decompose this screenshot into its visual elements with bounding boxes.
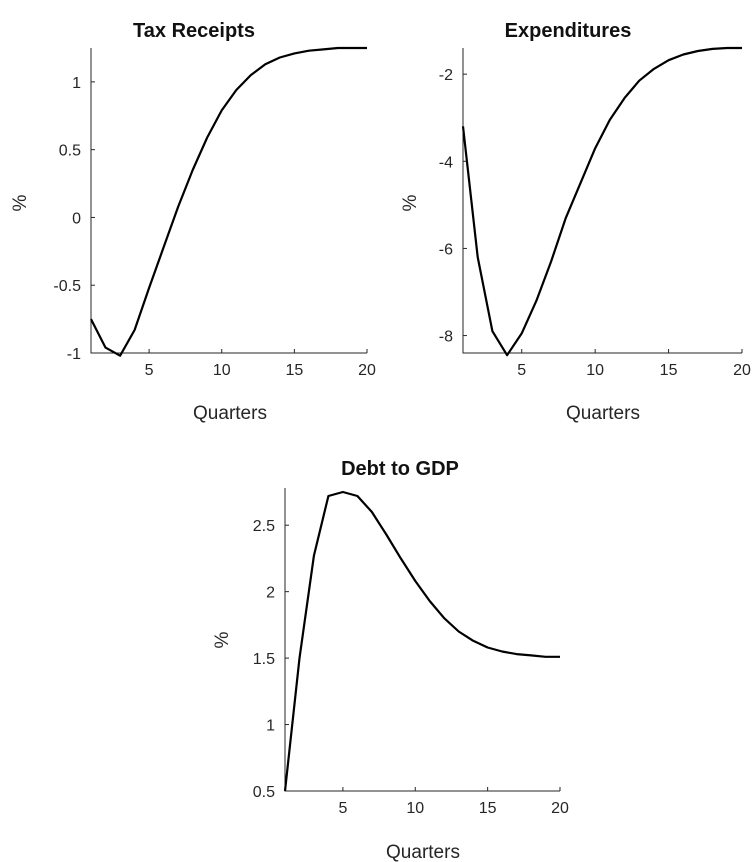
chart-tax-receipts: Tax Receipts Quarters % 5 10 15 20 -1 -0.5 0 0.… (10, 20, 376, 424)
x-tick-label: 20 (551, 800, 569, 817)
x-tick-label: 10 (406, 800, 424, 817)
y-tick-label: 1 (72, 75, 81, 92)
x-tick-label: 5 (517, 362, 526, 379)
axes-frame (462, 48, 742, 354)
x-tick-label: 20 (733, 362, 751, 379)
x-axis-label: Quarters (386, 842, 460, 862)
y-tick-label: 0.5 (59, 143, 81, 160)
y-tick-label: 1 (266, 718, 275, 735)
x-tick-label: 10 (586, 362, 604, 379)
x-tick-label: 15 (285, 362, 303, 379)
y-axis-label: % (10, 194, 31, 211)
x-tick-label: 5 (145, 362, 154, 379)
y-tick-label: 1.5 (253, 651, 275, 668)
x-axis-label: Quarters (566, 403, 640, 424)
chart-debt-to-gdp: Debt to GDP Quarters % 5 10 15 20 0.5 1 1.5 2 2.… (212, 458, 569, 862)
x-axis-label: Quarters (193, 403, 267, 424)
y-tick-label: -0.5 (53, 278, 81, 295)
series-line (461, 46, 742, 357)
axes-frame (284, 488, 560, 792)
chart-title: Expenditures (505, 20, 632, 42)
y-tick-label: 0 (72, 210, 81, 227)
x-tick-label: 10 (213, 362, 231, 379)
x-tick-label: 15 (660, 362, 678, 379)
y-tick-label: -8 (439, 329, 453, 346)
series-line (90, 46, 367, 357)
y-tick-label: 0.5 (253, 784, 275, 801)
x-tick-label: 20 (358, 362, 376, 379)
series-line (283, 490, 560, 792)
y-tick-label: 2 (266, 585, 275, 602)
y-tick-label: -4 (439, 154, 453, 171)
axes-frame (90, 48, 367, 354)
y-axis-label: % (212, 631, 233, 648)
y-tick-label: -1 (67, 346, 81, 363)
chart-expenditures: Expenditures Quarters % 5 10 15 20 -8 -6 -4 -2 (400, 20, 751, 424)
y-tick-label: -6 (439, 241, 453, 258)
chart-title: Tax Receipts (133, 20, 255, 42)
chart-title: Debt to GDP (341, 458, 459, 480)
y-tick-label: -2 (439, 67, 453, 84)
x-tick-label: 15 (479, 800, 497, 817)
x-tick-label: 5 (338, 800, 347, 817)
y-tick-label: 2.5 (253, 518, 275, 535)
y-axis-label: % (400, 194, 421, 211)
